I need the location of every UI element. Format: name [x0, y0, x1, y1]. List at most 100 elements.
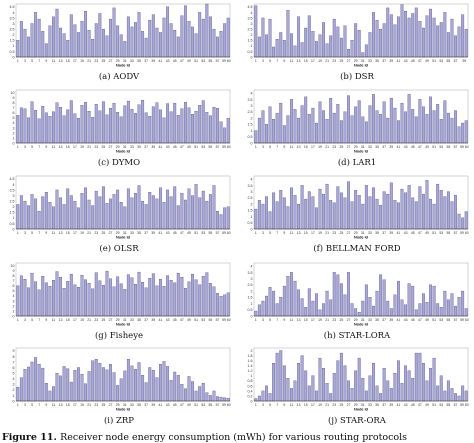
- y-tick-label: 3: [13, 194, 15, 198]
- bar: [155, 285, 159, 317]
- x-tick-label: 11: [52, 231, 56, 235]
- bar: [226, 206, 230, 230]
- x-tick-label: 5: [31, 145, 33, 149]
- panel-caption: (d) LAR1: [337, 158, 377, 168]
- bar: [166, 189, 170, 230]
- bar: [94, 272, 98, 317]
- bar: [297, 203, 301, 230]
- bar: [180, 276, 184, 317]
- x-tick-label: 13: [297, 59, 301, 63]
- x-tick-label: 47: [418, 231, 422, 235]
- x-tick-label: 59: [463, 59, 467, 63]
- x-tick-label: 41: [397, 318, 401, 322]
- x-tick-label: 17: [73, 318, 77, 322]
- bar: [446, 299, 450, 317]
- bar: [293, 280, 297, 317]
- x-tick-label: 49: [187, 231, 191, 235]
- bar: [389, 182, 393, 230]
- x-tick-label: 47: [418, 403, 422, 407]
- y-tick-label: 3: [251, 104, 253, 108]
- bar: [336, 274, 340, 317]
- bar: [393, 373, 397, 402]
- bar: [300, 355, 304, 402]
- bar: [425, 180, 429, 230]
- bar: [101, 367, 105, 402]
- bar: [91, 117, 95, 144]
- x-tick-label: 15: [304, 145, 308, 149]
- bar: [208, 16, 212, 58]
- bar: [137, 185, 141, 230]
- bar: [30, 23, 34, 58]
- x-tick-label: 45: [173, 318, 177, 322]
- y-tick-label: 0: [13, 314, 15, 318]
- x-tick-label: 57: [454, 318, 458, 322]
- x-tick-label: 35: [137, 403, 141, 407]
- bar: [322, 193, 325, 230]
- x-tick-label: 59 60: [460, 403, 469, 407]
- y-tick-label: 0.4: [248, 389, 253, 393]
- bar: [98, 13, 102, 58]
- bar: [166, 6, 170, 58]
- bar: [386, 193, 390, 230]
- x-tick-label: 35: [375, 59, 379, 63]
- bar: [379, 114, 383, 144]
- bar: [432, 110, 436, 144]
- x-tick-label: 5: [269, 231, 271, 235]
- x-tick-label: 7: [38, 403, 40, 407]
- x-tick-label: 7: [38, 59, 40, 63]
- x-tick-label: 49: [425, 403, 429, 407]
- x-tick-label: 55: [446, 145, 450, 149]
- bar: [109, 278, 112, 317]
- x-tick-label: 17: [73, 403, 77, 407]
- x-tick-label: 51: [432, 318, 436, 322]
- bar: [297, 117, 301, 144]
- plot-frame: [15, 175, 231, 230]
- bar: [80, 274, 84, 317]
- bar: [73, 24, 77, 58]
- bar-chart-4: 00.511.522.533.541 3 5 7 9 11 13 15 17 19 21 23 25 27…: [248, 89, 469, 154]
- bar-chart-8: 00.511.522.533.541 3 5 7 9 11 13 15 17 19 21 23 25 27…: [248, 262, 469, 327]
- bar: [187, 376, 191, 402]
- bar: [400, 102, 404, 144]
- bar: [144, 287, 148, 317]
- x-tick-label: 59 60: [222, 231, 231, 235]
- bar: [176, 272, 180, 317]
- x-tick-label: 13: [59, 145, 63, 149]
- bar: [379, 205, 383, 230]
- bar: [134, 369, 137, 402]
- y-tick-label: 1: [251, 374, 253, 378]
- bar: [80, 21, 84, 58]
- bar: [183, 388, 187, 402]
- bar: [34, 110, 38, 144]
- x-tick-label: 45: [411, 403, 415, 407]
- bar: [425, 302, 429, 317]
- plot-frame: [15, 3, 231, 58]
- x-tick-label: 21: [325, 403, 329, 407]
- bar: [368, 196, 372, 230]
- bar: [339, 352, 343, 402]
- bar: [173, 30, 177, 58]
- bar: [48, 25, 52, 58]
- x-tick-label: 41: [397, 403, 401, 407]
- x-tick-label: 15: [66, 231, 70, 235]
- bar: [254, 398, 258, 402]
- x-tick-label: 27: [347, 318, 351, 322]
- bar: [290, 187, 293, 230]
- y-tick-label: 0.5: [248, 50, 253, 54]
- x-tick-label: 21: [325, 318, 329, 322]
- bar: [318, 309, 322, 317]
- bar: [436, 104, 440, 144]
- bar: [162, 361, 166, 402]
- x-tick-label: 19: [318, 59, 322, 63]
- x-tick-label: 15: [304, 231, 308, 235]
- x-tick-label: 11: [52, 59, 56, 63]
- x-tick-label: 51: [194, 403, 198, 407]
- bar: [318, 188, 322, 230]
- x-tick-label: 57: [216, 403, 220, 407]
- bar: [216, 293, 219, 317]
- x-tick-label: 19: [318, 231, 322, 235]
- bar: [375, 198, 379, 230]
- x-tick-label: 41: [397, 145, 401, 149]
